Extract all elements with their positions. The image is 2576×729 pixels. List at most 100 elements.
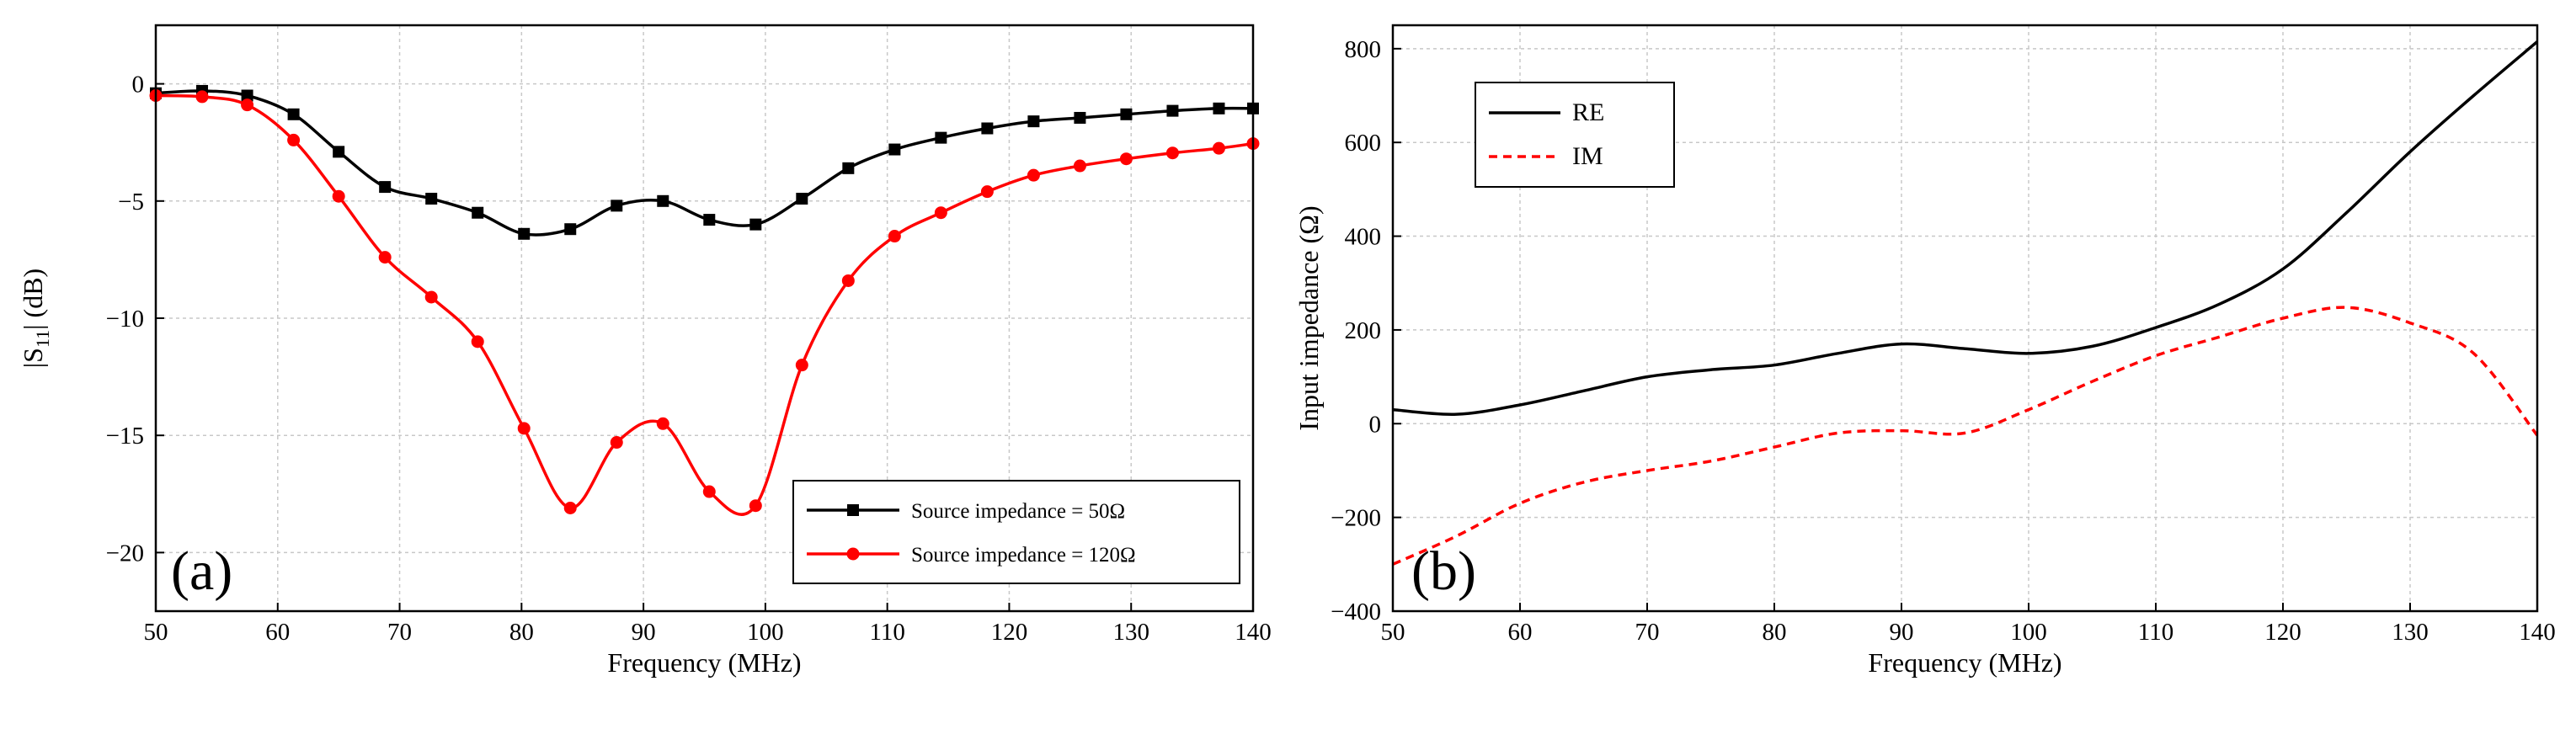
series-line-2 <box>1393 306 2537 566</box>
data-point <box>888 230 901 243</box>
panel-a-legend-items: Source impedance = 50Ω Source impedance =… <box>807 500 1136 567</box>
data-point <box>888 143 901 156</box>
panel-a-y-axis-title: |S11| (dB) <box>18 269 53 368</box>
x-tick-label: 90 <box>1890 619 1914 646</box>
y-tick-label: 800 <box>1345 36 1382 63</box>
data-point <box>471 335 484 349</box>
data-point <box>379 181 392 194</box>
panel-a-y-axis-title-main: |S <box>18 348 48 368</box>
legend-label-2: Source impedance = 120Ω <box>911 544 1136 567</box>
data-point <box>517 422 531 435</box>
data-point <box>1027 168 1040 182</box>
panel-a-y-axis-title-sub: 11 <box>32 330 53 348</box>
data-point <box>935 131 947 144</box>
x-tick-label: 130 <box>2392 619 2429 646</box>
data-point <box>333 146 345 158</box>
data-point <box>1212 141 1225 155</box>
data-point <box>841 274 855 287</box>
y-tick-label: −15 <box>106 423 144 450</box>
data-point <box>518 227 531 240</box>
panel-a-legend: Source impedance = 50Ω Source impedance =… <box>792 480 1240 584</box>
panel-a-ticks: 50 60 70 80 90 100 110 120 130 140 0 −5 −10 −15 −20 <box>106 72 1272 646</box>
x-tick-label: 120 <box>991 619 1028 646</box>
panel-b-legend-items: RE IM <box>1489 98 1604 170</box>
x-tick-label: 70 <box>1635 619 1660 646</box>
data-point <box>610 436 623 450</box>
y-tick-label: 400 <box>1345 224 1382 251</box>
legend-label-1: Source impedance = 50Ω <box>911 500 1125 523</box>
x-tick-label: 60 <box>265 619 290 646</box>
legend-marker <box>846 547 860 561</box>
x-tick-label: 110 <box>869 619 904 646</box>
x-tick-label: 130 <box>1112 619 1149 646</box>
series-line-1 <box>1393 40 2537 416</box>
data-point <box>1120 108 1133 120</box>
y-tick-label: 0 <box>132 72 145 98</box>
panel-a-label: (a) <box>171 540 232 602</box>
data-point <box>981 122 994 135</box>
x-tick-label: 80 <box>509 619 534 646</box>
panel-b-label: (b) <box>1411 540 1476 602</box>
data-point <box>611 200 623 212</box>
data-point <box>703 214 716 226</box>
x-tick-label: 60 <box>1508 619 1533 646</box>
panel-b-series <box>1393 40 2537 566</box>
x-tick-label: 120 <box>2264 619 2301 646</box>
x-tick-label: 100 <box>747 619 784 646</box>
data-point <box>656 417 669 430</box>
data-point <box>332 189 345 203</box>
x-tick-label: 50 <box>144 619 168 646</box>
data-point <box>1119 152 1133 166</box>
data-point <box>795 359 808 372</box>
data-point <box>425 193 438 205</box>
x-tick-label: 140 <box>1235 619 1272 646</box>
y-tick-label: −400 <box>1331 599 1381 625</box>
data-point <box>472 206 484 219</box>
panel-b-chart: 50 60 70 80 90 100 110 120 130 140 800 600 400 200 0 −2… <box>1293 24 2556 678</box>
y-tick-label: 600 <box>1345 130 1382 157</box>
series-line-1 <box>156 89 1253 237</box>
panel-b-plot-frame <box>1391 24 2539 613</box>
y-tick-label: 200 <box>1345 317 1382 344</box>
legend-marker <box>847 504 859 516</box>
y-tick-label: −10 <box>106 306 144 333</box>
y-tick-label: −20 <box>106 540 144 567</box>
data-point <box>1213 102 1225 114</box>
x-tick-label: 50 <box>1381 619 1405 646</box>
y-tick-label: 0 <box>1369 411 1382 438</box>
x-tick-label: 70 <box>387 619 412 646</box>
panel-a-x-axis-title: Frequency (MHz) <box>607 647 801 678</box>
x-tick-label: 110 <box>2138 619 2173 646</box>
panel-b-x-axis-title: Frequency (MHz) <box>1868 647 2061 678</box>
data-point <box>749 218 762 231</box>
x-tick-label: 80 <box>1763 619 1787 646</box>
data-point <box>287 108 300 120</box>
data-point <box>657 194 669 207</box>
x-tick-label: 90 <box>632 619 656 646</box>
y-tick-label: −200 <box>1331 505 1381 532</box>
data-point <box>702 485 716 498</box>
legend-label-2: IM <box>1572 142 1603 170</box>
data-point <box>287 133 301 146</box>
data-point <box>842 162 855 174</box>
panel-a-series <box>149 84 1260 516</box>
data-point <box>1073 159 1086 173</box>
y-tick-label: −5 <box>118 189 144 216</box>
data-point <box>749 499 762 513</box>
data-point <box>796 193 808 205</box>
panel-b-legend-box <box>1475 82 1675 188</box>
series-line-2 <box>156 93 1253 516</box>
data-point <box>1027 115 1040 128</box>
data-point <box>241 89 253 102</box>
panel-b-ticks: 50 60 70 80 90 100 110 120 130 140 800 600 400 200 0 −2… <box>1331 36 2556 646</box>
data-point <box>934 206 947 220</box>
data-point <box>564 223 577 236</box>
data-point <box>424 290 438 304</box>
panel-b-legend: RE IM <box>1475 82 1675 188</box>
panel-b-y-axis-title: Input impedance (Ω) <box>1293 205 1324 430</box>
data-point <box>1166 104 1179 117</box>
data-point <box>1165 146 1179 160</box>
x-tick-label: 100 <box>2010 619 2047 646</box>
x-tick-label: 140 <box>2519 619 2556 646</box>
